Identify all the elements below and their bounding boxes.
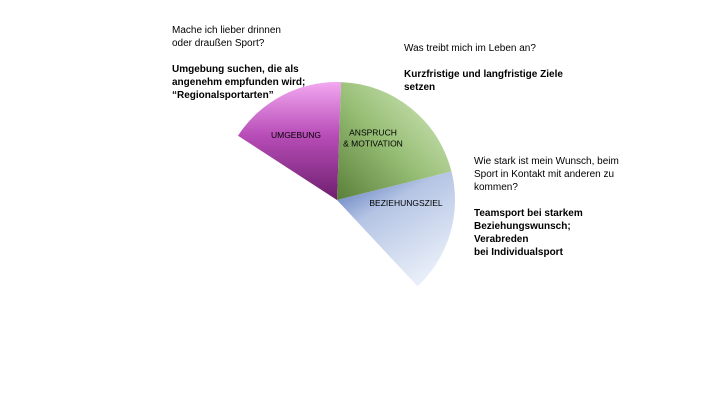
- segment-beziehungsziel-label-line: BEZIEHUNGSZIEL: [369, 198, 442, 208]
- segment-anspruch-motivation-label-line: ANSPRUCH: [349, 128, 397, 138]
- beziehung-answer-line3: bei Individualsport: [474, 247, 563, 258]
- umgebung-answer-line2: angenehm empfunden wird;: [172, 77, 306, 88]
- umgebung-answer-line3: “Regionalsportarten”: [172, 90, 274, 101]
- umgebung-question-line2: oder draußen Sport?: [172, 38, 265, 49]
- segment-umgebung: [238, 82, 342, 200]
- umgebung-answer-line1: Umgebung suchen, die als: [172, 64, 299, 75]
- segment-beziehungsziel-label: BEZIEHUNGSZIEL: [369, 198, 442, 208]
- beziehung-answer-line2: Beziehungswunsch; Verabreden: [474, 221, 571, 245]
- beziehung-question-line2: Sport in Kontakt mit anderen zu: [474, 169, 615, 180]
- beziehung-answer-line1: Teamsport bei starkem: [474, 208, 583, 219]
- anspruch-textblock: Was treibt mich im Leben an? Kurzfristig…: [404, 42, 574, 94]
- segment-beziehungsziel: [337, 171, 455, 287]
- anspruch-answer-line2: setzen: [404, 82, 436, 93]
- segment-umgebung-label: UMGEBUNG: [271, 130, 321, 140]
- beziehung-textblock: Wie stark ist mein Wunsch, beim Sport in…: [474, 155, 624, 259]
- anspruch-answer-line1: Kurzfristige und langfristige Ziele: [404, 69, 563, 80]
- beziehung-question-line1: Wie stark ist mein Wunsch, beim: [474, 156, 619, 167]
- umgebung-textblock: Mache ich lieber drinnen oder draußen Sp…: [172, 24, 332, 102]
- segment-anspruch-motivation: [337, 82, 452, 200]
- beziehung-question-line3: kommen?: [474, 182, 518, 193]
- umgebung-question-line1: Mache ich lieber drinnen: [172, 25, 281, 36]
- segment-labels-group: UMGEBUNG ANSPRUCH & MOTIVATION BEZIEHUNGSZI…: [271, 128, 443, 209]
- segment-umgebung-label-line: UMGEBUNG: [271, 130, 321, 140]
- anspruch-question-line1: Was treibt mich im Leben an?: [404, 43, 536, 54]
- segments-group: [238, 82, 455, 287]
- segment-anspruch-motivation-label: ANSPRUCH & MOTIVATION: [343, 128, 403, 149]
- segment-anspruch-motivation-label-line: & MOTIVATION: [343, 139, 403, 149]
